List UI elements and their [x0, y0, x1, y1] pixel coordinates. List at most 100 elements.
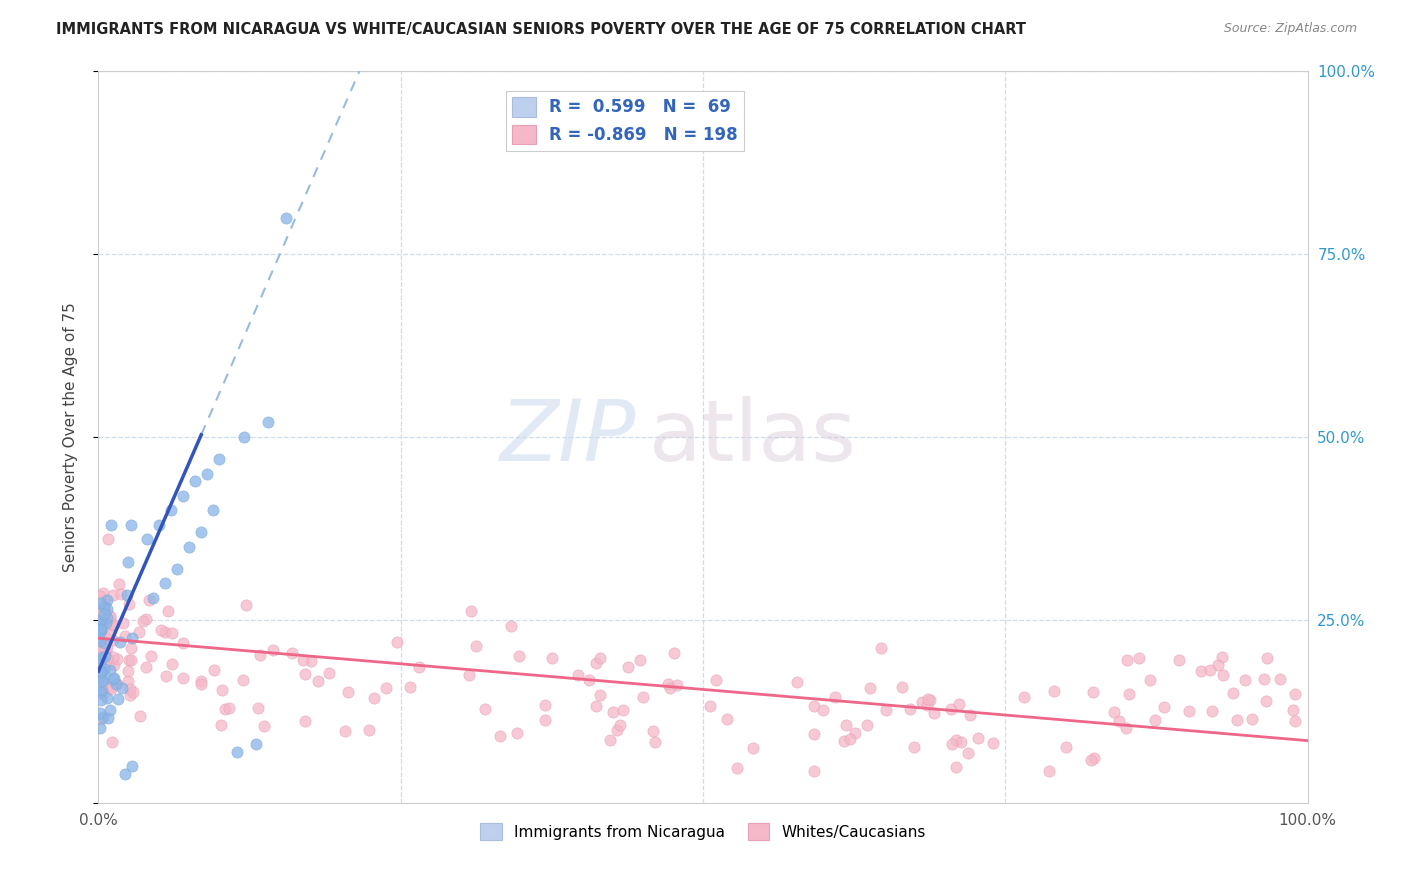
Point	[139, 648, 162, 663]
Point	[939, 701, 962, 715]
Point	[1167, 653, 1189, 667]
Point	[585, 699, 607, 714]
Point	[1080, 753, 1102, 767]
Point	[903, 739, 925, 754]
Point	[357, 723, 380, 738]
Point	[135, 659, 157, 673]
Point	[1081, 685, 1104, 699]
Point	[835, 718, 858, 732]
Point	[135, 612, 157, 626]
Point	[387, 635, 409, 649]
Point	[97, 656, 120, 670]
Point	[1038, 764, 1060, 779]
Point	[90, 684, 112, 698]
Point	[112, 615, 135, 630]
Point	[1211, 649, 1233, 664]
Point	[93, 641, 115, 656]
Point	[859, 681, 882, 695]
Point	[91, 673, 114, 687]
Point	[1143, 713, 1166, 727]
Point	[1256, 650, 1278, 665]
Point	[90, 665, 112, 679]
Point	[1102, 706, 1125, 720]
Point	[94, 636, 117, 650]
Point	[534, 713, 557, 727]
Point	[103, 657, 125, 672]
Point	[90, 623, 112, 637]
Point	[363, 690, 385, 705]
Point	[915, 698, 938, 713]
Point	[920, 693, 942, 707]
Point	[122, 685, 145, 699]
Point	[100, 680, 122, 694]
Point	[941, 738, 963, 752]
Point	[162, 657, 184, 672]
Point	[93, 607, 115, 621]
Point	[107, 576, 129, 591]
Point	[190, 525, 212, 540]
Point	[90, 712, 112, 726]
Point	[218, 701, 240, 715]
Point	[94, 615, 117, 630]
Point	[256, 416, 278, 430]
Point	[91, 620, 114, 634]
Point	[1284, 687, 1306, 701]
Point	[662, 646, 685, 660]
Point	[160, 626, 183, 640]
Point	[875, 703, 897, 717]
Point	[89, 622, 111, 636]
Point	[211, 682, 233, 697]
Point	[101, 588, 124, 602]
Point	[90, 677, 112, 691]
Point	[869, 641, 891, 656]
Point	[89, 685, 111, 699]
Point	[606, 723, 628, 737]
Point	[98, 610, 121, 624]
Point	[506, 725, 529, 739]
Point	[114, 629, 136, 643]
Point	[811, 703, 834, 717]
Point	[195, 467, 218, 481]
Point	[209, 718, 232, 732]
Point	[96, 602, 118, 616]
Point	[96, 691, 118, 706]
Point	[336, 684, 359, 698]
Point	[1253, 673, 1275, 687]
Point	[120, 641, 142, 656]
Point	[118, 653, 141, 667]
Point	[121, 631, 143, 645]
Point	[274, 211, 297, 225]
Point	[90, 674, 112, 689]
Point	[100, 517, 122, 532]
Point	[1198, 663, 1220, 677]
Point	[110, 587, 132, 601]
Point	[294, 714, 316, 728]
Point	[460, 604, 482, 618]
Point	[1014, 690, 1036, 704]
Point	[101, 616, 124, 631]
Point	[803, 698, 825, 713]
Point	[299, 654, 322, 668]
Point	[1212, 668, 1234, 682]
Text: atlas: atlas	[648, 395, 856, 479]
Point	[142, 591, 165, 605]
Point	[307, 673, 329, 688]
Point	[89, 721, 111, 735]
Point	[89, 613, 111, 627]
Point	[1128, 651, 1150, 665]
Point	[89, 706, 111, 720]
Point	[294, 666, 316, 681]
Point	[981, 736, 1004, 750]
Point	[609, 718, 631, 732]
Point	[104, 677, 127, 691]
Point	[474, 702, 496, 716]
Point	[97, 711, 120, 725]
Point	[246, 700, 269, 714]
Point	[96, 650, 118, 665]
Point	[589, 651, 612, 665]
Point	[657, 676, 679, 690]
Point	[117, 555, 139, 569]
Point	[91, 610, 114, 624]
Point	[508, 649, 530, 664]
Point	[465, 640, 488, 654]
